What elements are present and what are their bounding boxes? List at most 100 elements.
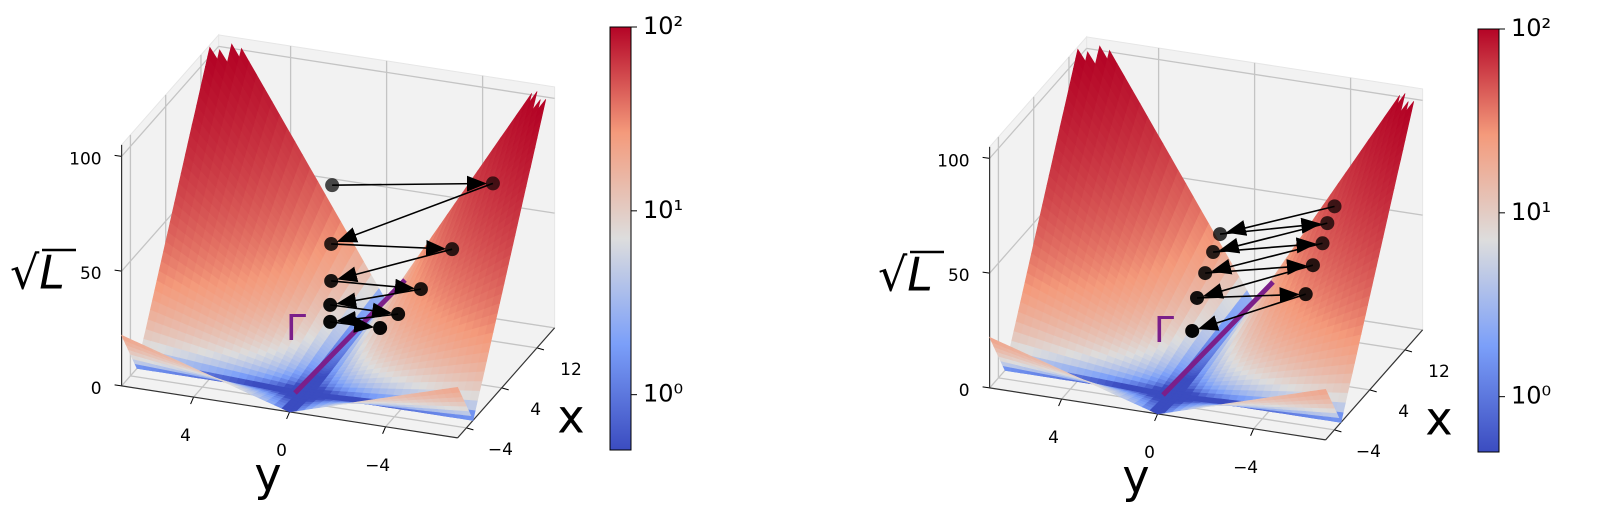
x-tick-label: 12 [1428, 362, 1450, 382]
panel: −4 4 12 −4 0 4 0 50 100 Γx y √L 10⁰ 10¹ 10² [878, 14, 1551, 504]
colorbar [1477, 28, 1500, 453]
axis-line [457, 327, 556, 439]
y-tick-label: −4 [1233, 458, 1258, 478]
y-axis-label: y [1122, 450, 1149, 504]
y-tick-label: 4 [1048, 428, 1059, 448]
y-tick [1058, 398, 1063, 407]
x-tick-label: 12 [560, 360, 582, 380]
step-arrow [1196, 287, 1300, 304]
x-tick [1369, 389, 1377, 393]
iterate-point [324, 236, 339, 251]
colorbar-tick-label: 10² [1511, 14, 1551, 42]
iterate-point [325, 178, 340, 193]
grid-line [218, 45, 555, 100]
step-arrow [336, 288, 422, 309]
iterate-point [323, 314, 338, 329]
x-tick [501, 387, 509, 391]
x-tick-label: 4 [530, 400, 541, 420]
iterate-point [445, 242, 460, 257]
panel: −4 4 12 −4 0 4 0 50 100 Γx y √L 10⁰ 10¹ 10² [10, 12, 683, 502]
z-tick-label: 100 [937, 151, 969, 171]
y-tick [1250, 428, 1255, 436]
z-tick [114, 154, 122, 157]
x-axis-label: x [1425, 392, 1452, 446]
iterate-point [1206, 245, 1221, 260]
step-arrow [1210, 242, 1323, 275]
step-arrow [331, 240, 447, 257]
z-tick [982, 271, 990, 274]
y-axis-label: y [254, 448, 281, 502]
iterate-point [1190, 290, 1205, 305]
colorbar-tick-label: 10² [643, 12, 683, 40]
colorbar [609, 26, 632, 451]
surface-patch [449, 386, 461, 394]
step-arrow [1225, 205, 1335, 236]
x-tick [536, 347, 545, 351]
z-tick [982, 386, 990, 389]
iterate-point [1298, 287, 1313, 302]
iterate-point [391, 307, 406, 322]
z-tick-label: 50 [80, 264, 102, 284]
z-tick-label: 50 [948, 266, 970, 286]
step-arrow [336, 182, 494, 243]
y-tick-label: 0 [1144, 443, 1155, 463]
iterate-point [1305, 258, 1320, 273]
z-tick [982, 156, 990, 159]
step-arrow [1202, 264, 1314, 299]
y-tick-label: −4 [365, 456, 390, 476]
iterate-point [323, 297, 338, 312]
step-arrow [336, 248, 453, 283]
step-arrow [332, 175, 487, 192]
step-arrow [1205, 259, 1307, 276]
z-tick-label: 0 [91, 379, 102, 399]
z-axis-label: √L [10, 246, 65, 300]
iterate-point [1213, 227, 1228, 242]
iterate-point [1327, 199, 1342, 214]
y-tick [382, 426, 387, 434]
x-tick [466, 427, 474, 431]
axis-line [1325, 329, 1424, 441]
y-tick-label: 0 [276, 441, 287, 461]
step-arrow [1218, 222, 1328, 254]
y-tick-label: 4 [180, 426, 191, 446]
surface [120, 43, 547, 421]
annotation: Γ [286, 308, 306, 349]
surface-patch [1317, 388, 1329, 396]
step-arrow [1219, 217, 1322, 235]
x-tick-label: −4 [1356, 442, 1381, 462]
step-arrow [1213, 237, 1317, 254]
grid-line [989, 47, 1088, 159]
iterate-point [413, 282, 428, 297]
iterate-point [1320, 216, 1335, 231]
x-tick [1334, 429, 1342, 433]
z-tick [114, 384, 122, 387]
x-tick-label: −4 [488, 440, 513, 460]
valley-line [293, 278, 407, 395]
surface [988, 45, 1415, 423]
iterate-point [1185, 323, 1200, 338]
valley-line [1161, 280, 1275, 397]
iterate-point [373, 320, 388, 335]
z-tick-label: 0 [959, 381, 970, 401]
iterate-point [1198, 266, 1213, 281]
z-axis-label: √L [878, 248, 933, 302]
step-arrow [1197, 293, 1306, 331]
iterate-point [1315, 236, 1330, 251]
colorbar-tick-label: 10¹ [643, 196, 683, 224]
z-tick [114, 269, 122, 272]
grid-line [121, 45, 220, 157]
z-tick-label: 100 [69, 149, 101, 169]
y-tick [1154, 413, 1159, 422]
x-axis-label: x [557, 390, 584, 444]
y-tick [286, 411, 291, 420]
iterate-point [485, 176, 500, 191]
colorbar-tick-label: 10¹ [1511, 198, 1551, 226]
step-arrow [330, 302, 393, 319]
step-arrow [331, 278, 415, 295]
y-tick [190, 396, 195, 405]
grid-line [1086, 47, 1423, 102]
x-tick [1404, 349, 1413, 353]
step-arrow [330, 316, 375, 333]
